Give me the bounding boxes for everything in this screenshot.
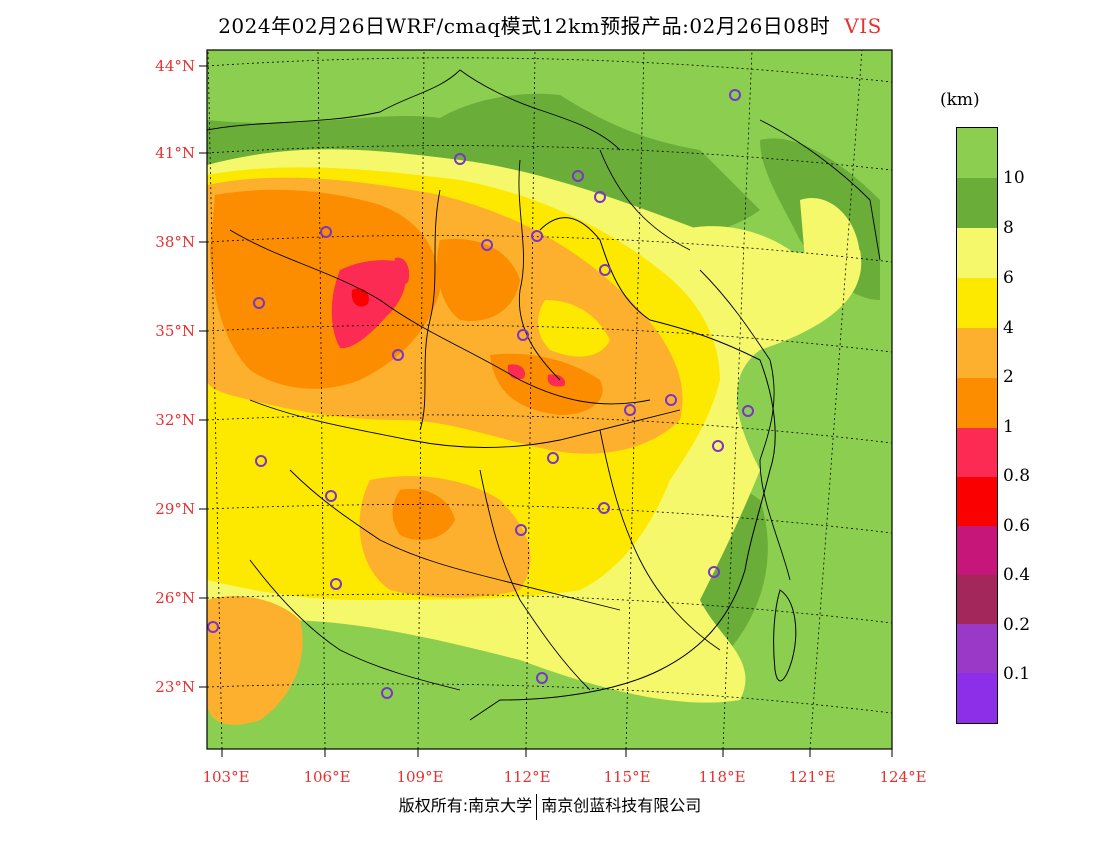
legend-swatch [957,378,997,428]
city-marker [547,452,559,464]
lat-label: 26°N [155,589,195,607]
city-marker [255,455,267,467]
legend-swatch [957,575,997,624]
taiwan-outline [773,589,797,682]
city-marker [531,230,543,242]
city-marker [330,578,342,590]
legend-swatch [957,228,997,278]
city-marker [742,405,754,417]
legend-label: 0.6 [1003,516,1031,536]
legend-unit: (km) [940,90,980,110]
legend-swatch [957,624,997,673]
lon-label: 106°E [303,768,350,786]
legend-label: 6 [1003,268,1014,288]
city-marker [572,170,584,182]
legend-swatch [957,673,997,723]
lon-label: 118°E [698,768,745,786]
city-marker [594,191,606,203]
city-marker [207,621,219,633]
axis-ticks [199,65,893,757]
legend-label: 4 [1003,318,1014,338]
visibility-field [207,50,892,749]
title-text: 2024年02月26日WRF/cmaq模式12km预报产品:02月26日08时 [218,14,831,38]
city-marker [515,524,527,536]
legend-swatch [957,526,997,575]
city-marker [392,349,404,361]
lon-label: 103°E [202,768,249,786]
city-marker [712,440,724,452]
latitude-labels: 44°N 41°N 38°N 35°N 32°N 29°N 26°N 23°N [155,57,195,696]
city-marker [665,394,677,406]
longitude-labels: 103°E 106°E 109°E 112°E 115°E 118°E 121°… [202,768,926,786]
city-marker [454,153,466,165]
province-boundaries [207,69,881,691]
legend-label: 2 [1003,367,1014,387]
lat-label: 38°N [155,233,195,251]
legend-label: 10 [1003,168,1025,188]
lon-label: 121°E [788,768,835,786]
city-marker [599,264,611,276]
city-marker [624,404,636,416]
lon-label: 124°E [879,768,926,786]
footer-divider [536,793,538,820]
city-marker [708,566,720,578]
city-marker [481,239,493,251]
lat-label: 44°N [155,57,195,75]
legend-swatch [957,178,997,228]
lat-label: 35°N [155,322,195,340]
variable-label: VIS [844,14,882,38]
legend-label: 0.4 [1003,565,1031,585]
lat-label: 41°N [155,144,195,162]
legend-label: 1 [1003,417,1014,437]
city-marker [253,297,265,309]
city-marker [517,329,529,341]
copyright-footer: 版权所有:南京大学 南京创蓝科技有限公司 [0,792,1100,820]
legend-swatch [957,477,997,526]
legend-label: 0.8 [1003,466,1031,486]
legend-swatch [957,278,997,328]
city-marker [729,89,741,101]
plot-frame [206,49,893,750]
copyright-company: 南京创蓝科技有限公司 [541,796,702,815]
legend-label: 0.1 [1003,664,1031,684]
city-marker [536,672,548,684]
color-legend [956,127,998,724]
legend-swatch [957,128,997,178]
lat-label: 32°N [155,411,195,429]
city-marker [320,226,332,238]
lon-label: 115°E [603,768,650,786]
city-marker [598,502,610,514]
city-markers [207,89,754,699]
legend-label: 0.2 [1003,615,1031,635]
lon-label: 112°E [503,768,550,786]
legend-swatch [957,328,997,378]
lon-label: 109°E [396,768,443,786]
lat-label: 29°N [155,500,195,518]
city-marker [381,687,393,699]
copyright-owner: 版权所有:南京大学 [398,796,533,815]
city-marker [325,490,337,502]
legend-swatch [957,428,997,477]
map-title: 2024年02月26日WRF/cmaq模式12km预报产品:02月26日08时 V… [0,10,1100,39]
legend-label: 8 [1003,218,1014,238]
graticule [207,50,892,749]
lat-label: 23°N [155,678,195,696]
